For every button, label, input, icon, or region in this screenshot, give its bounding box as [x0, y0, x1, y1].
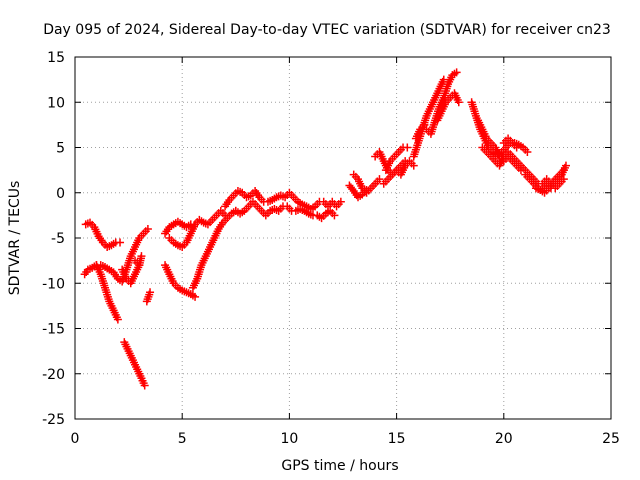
- y-tick-label: -10: [42, 276, 65, 292]
- x-tick-label: 15: [388, 431, 406, 447]
- x-tick-label: 20: [495, 431, 513, 447]
- trace-b-point: [116, 239, 124, 247]
- x-tick-label: 0: [71, 431, 80, 447]
- y-tick-label: 5: [56, 141, 65, 157]
- y-tick-label: 0: [56, 186, 65, 202]
- y-tick-label: 10: [47, 95, 65, 111]
- y-tick-label: -5: [51, 231, 65, 247]
- x-tick-label: 5: [178, 431, 187, 447]
- x-axis-label: GPS time / hours: [281, 458, 398, 474]
- y-tick-label: -15: [42, 322, 65, 338]
- x-tick-label: 10: [280, 431, 298, 447]
- chart-title: Day 095 of 2024, Sidereal Day-to-day VTE…: [43, 22, 611, 38]
- x-tick-label: 25: [602, 431, 620, 447]
- y-tick-label: -20: [42, 367, 65, 383]
- x-tick-labels: 0 5 10 15 20 25: [71, 431, 620, 447]
- y-tick-labels: -25 -20 -15 -10 -5 0 5 10 15: [42, 50, 65, 428]
- y-tick-label: 15: [47, 50, 65, 66]
- grid-lines: [75, 57, 611, 419]
- y-tick-label: -25: [42, 412, 65, 428]
- sdtvar-chart: Day 095 of 2024, Sidereal Day-to-day VTE…: [0, 0, 640, 480]
- y-axis-label: SDTVAR / TECUs: [7, 181, 23, 296]
- data-points: [81, 68, 570, 389]
